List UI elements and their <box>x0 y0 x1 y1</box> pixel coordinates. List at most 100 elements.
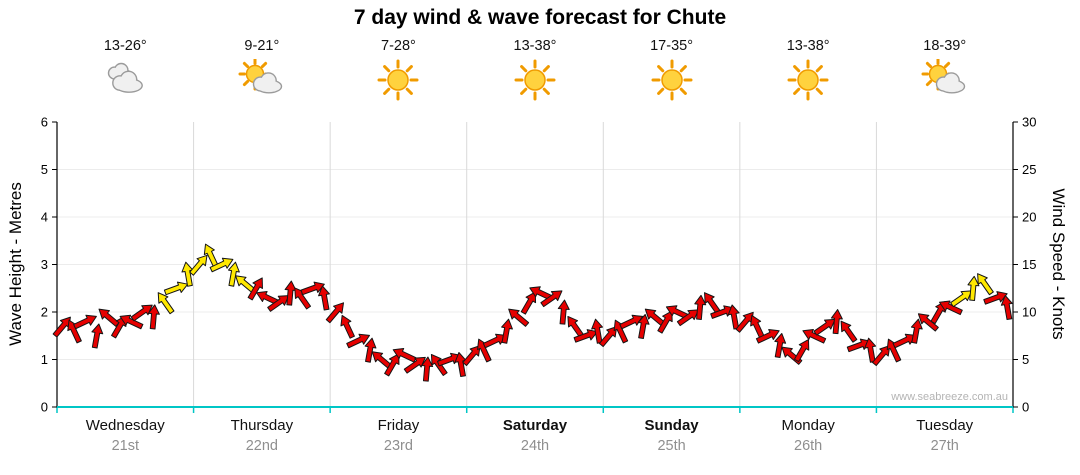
wind-arrow <box>694 294 707 320</box>
wind-arrow <box>983 291 1008 305</box>
svg-text:6: 6 <box>41 115 48 130</box>
temp-range: 13-26° <box>103 38 147 54</box>
wind-arrow <box>840 320 858 343</box>
wind-arrow <box>793 339 810 363</box>
weather-icon-sunny <box>514 59 556 101</box>
wind-arrow <box>977 273 994 296</box>
day-forecast-friday: 7-28° <box>338 38 458 108</box>
wind-arrow <box>830 309 843 335</box>
svg-text:2: 2 <box>41 305 48 320</box>
wind-arrow <box>508 308 530 327</box>
day-name: Thursday <box>230 417 294 434</box>
day-date: 25th <box>657 438 686 454</box>
svg-text:5: 5 <box>1022 352 1029 367</box>
temp-range: 17-35° <box>650 38 693 54</box>
wind-arrow <box>930 301 946 325</box>
svg-text:30: 30 <box>1022 115 1036 130</box>
wind-arrow <box>247 277 263 301</box>
wind-arrow <box>917 313 939 332</box>
weather-icon-partly-cloudy <box>238 57 283 94</box>
day-label-thursday: Thursday 22nd <box>192 417 332 454</box>
temp-range: 7-28° <box>381 38 416 54</box>
wind-arrow <box>950 290 973 308</box>
wind-arrow <box>318 285 330 311</box>
wind-arrow <box>421 356 434 382</box>
wind-arrow <box>346 333 370 349</box>
day-date: 27th <box>930 438 959 454</box>
wind-arrow <box>267 295 290 312</box>
temp-range: 18-39° <box>923 38 967 54</box>
weather-icon-partly-cloudy <box>921 57 965 94</box>
wind-arrow <box>300 281 325 296</box>
svg-text:3: 3 <box>41 257 48 272</box>
wind-arrow <box>1000 294 1013 321</box>
svg-text:5: 5 <box>41 162 48 177</box>
day-forecast-sunday: 17-35° <box>612 38 732 108</box>
temp-range: 9-21° <box>244 38 280 54</box>
svg-text:20: 20 <box>1022 210 1036 225</box>
svg-text:25: 25 <box>1022 162 1036 177</box>
day-date: 26th <box>794 438 823 454</box>
wind-arrow <box>910 318 923 344</box>
wind-arrow <box>462 345 481 367</box>
wind-arrow <box>73 314 97 330</box>
wind-arrow <box>802 329 827 344</box>
svg-text:0: 0 <box>1022 400 1029 415</box>
wind-arrow <box>846 338 872 353</box>
day-forecast-saturday: 13-38° <box>475 38 595 108</box>
svg-text:4: 4 <box>41 210 48 225</box>
wind-arrow <box>557 299 570 325</box>
wind-arrow <box>637 313 650 340</box>
weather-icon-sunny <box>651 59 693 101</box>
day-date: 21st <box>111 438 139 454</box>
wind-arrow <box>892 333 917 349</box>
wind-arrow <box>91 323 104 349</box>
wind-arrow <box>501 318 513 344</box>
day-date: 23rd <box>383 438 413 454</box>
wind-arrow <box>157 292 175 315</box>
svg-text:15: 15 <box>1022 257 1036 272</box>
wind-arrow <box>189 254 208 276</box>
weather-icon-sunny <box>787 59 829 101</box>
wind-arrow <box>119 314 144 330</box>
svg-text:1: 1 <box>41 352 48 367</box>
wind-arrow <box>111 315 127 339</box>
temp-range: 13-38° <box>786 38 830 54</box>
day-name: Friday <box>377 417 420 434</box>
wind-arrow <box>540 290 563 308</box>
day-label-tuesday: Tuesday 27th <box>875 417 1015 454</box>
temp-range: 13-38° <box>513 38 557 54</box>
day-label-monday: Monday 26th <box>738 417 878 454</box>
day-forecast-tuesday: 18-39° <box>885 38 1005 108</box>
day-forecast-monday: 13-38° <box>748 38 868 108</box>
day-label-saturday: Saturday 24th <box>465 417 605 454</box>
page-title: 7 day wind & wave forecast for Chute <box>353 6 727 29</box>
wind-arrow <box>392 348 417 363</box>
wind-arrow <box>403 356 426 374</box>
wind-arrow <box>619 314 644 330</box>
day-date: 24th <box>520 438 550 454</box>
day-label-wednesday: Wednesday 21st <box>55 417 195 454</box>
wind-arrow <box>520 291 537 315</box>
svg-text:0: 0 <box>41 400 48 415</box>
day-forecast-wednesday: 13-26° <box>65 38 185 108</box>
wind-arrow <box>967 275 980 301</box>
wind-arrow <box>384 353 400 377</box>
wind-arrow <box>325 302 345 324</box>
day-label-sunday: Sunday 25th <box>602 417 742 454</box>
day-label-friday: Friday 23rd <box>328 417 468 454</box>
wind-arrow <box>872 345 891 367</box>
wind-arrow <box>482 333 507 349</box>
wind-arrow <box>147 304 160 330</box>
wind-arrow <box>755 329 780 344</box>
wind-arrow <box>209 257 234 273</box>
wind-arrow <box>340 314 355 339</box>
day-date: 22nd <box>245 438 278 454</box>
wind-arrow <box>130 304 153 322</box>
wind-arrow <box>163 281 189 296</box>
watermark: www.seabreeze.com.au <box>891 391 1008 403</box>
day-name: Tuesday <box>916 417 974 434</box>
day-name: Monday <box>781 417 835 434</box>
